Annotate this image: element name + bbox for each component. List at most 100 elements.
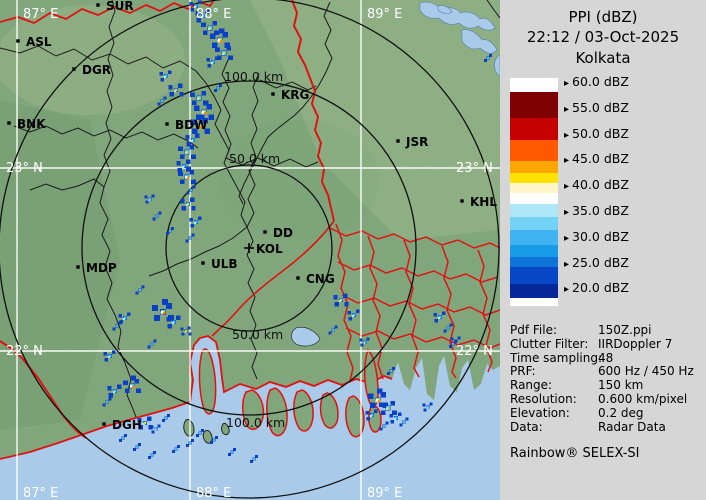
echo-cell xyxy=(214,56,219,61)
echo-cell xyxy=(157,424,161,428)
echo-cell xyxy=(376,399,378,401)
echo-cell xyxy=(389,413,393,418)
echo-cell xyxy=(154,429,156,431)
echo-cell xyxy=(162,418,166,422)
echo-cell xyxy=(115,324,119,328)
echo-cell xyxy=(194,4,198,8)
legend-label: ▸ 30.0 dBZ xyxy=(564,228,629,244)
echo-cell xyxy=(123,434,127,438)
echo-cell xyxy=(111,350,116,355)
echo-cell xyxy=(135,291,139,295)
info-label: Time sampling: xyxy=(510,350,603,365)
echo-cell xyxy=(368,393,374,400)
echo-cell xyxy=(117,384,122,389)
city-label: DGH xyxy=(112,418,142,432)
echo-cell xyxy=(201,22,206,28)
city-dot xyxy=(271,92,275,96)
echo-cell xyxy=(166,317,171,322)
echo-cell xyxy=(438,317,440,319)
echo-cell xyxy=(188,441,192,445)
echo-cell xyxy=(126,312,131,317)
echo-cell xyxy=(154,427,158,431)
echo-cell xyxy=(423,408,427,412)
echo-cell xyxy=(373,409,378,414)
echo-cell xyxy=(144,195,148,199)
echo-cell xyxy=(170,227,174,231)
longitude-label: 87° E xyxy=(23,7,58,22)
city-label: ULB xyxy=(211,257,238,271)
echo-cell xyxy=(230,450,234,454)
echo-cell xyxy=(369,402,376,409)
echo-cell xyxy=(224,42,230,49)
legend-label: ▸ 55.0 dBZ xyxy=(564,99,629,115)
echo-cell xyxy=(426,405,430,409)
echo-cell xyxy=(147,416,152,421)
longitude-label: 87° E xyxy=(23,486,58,500)
echo-cell xyxy=(339,298,343,302)
echo-cell xyxy=(363,342,365,344)
echo-cell xyxy=(212,438,216,442)
range-rings xyxy=(0,0,500,499)
echo-cell xyxy=(195,133,200,138)
product-title: PPI (dBZ) xyxy=(568,8,638,26)
echo-cell xyxy=(390,400,396,406)
echo-cell xyxy=(150,342,154,346)
echo-cell xyxy=(162,311,166,315)
echo-cell xyxy=(151,194,155,198)
echo-cell xyxy=(178,171,183,177)
echo-cell xyxy=(218,39,220,41)
echo-cell xyxy=(169,92,174,97)
echo-cell xyxy=(150,453,154,457)
echo-cell xyxy=(112,327,116,331)
echo-cell xyxy=(185,176,187,178)
echo-cell xyxy=(138,288,142,292)
echo-cell xyxy=(216,55,222,61)
echo-cell xyxy=(355,309,360,314)
echo-cell xyxy=(148,455,152,459)
info-label: Resolution: xyxy=(510,391,577,406)
echo-cell xyxy=(187,326,191,330)
echo-cell xyxy=(385,421,389,425)
echo-cell xyxy=(108,397,112,401)
echo-cell xyxy=(123,316,127,320)
metadata-list: Pdf File: 150Z.ppi Clutter Filter: IIRDoppl… xyxy=(510,323,704,434)
echo-cell xyxy=(211,60,215,64)
echo-cell xyxy=(186,202,190,206)
city-dot xyxy=(76,265,80,269)
echo-cell xyxy=(190,197,195,202)
echo-cell xyxy=(402,420,406,424)
echo-cell xyxy=(352,313,356,317)
echo-cell xyxy=(434,318,439,323)
radar-map: 87° E 87° E 88° E 88° E 89° E 89° E 23° N 23° N… xyxy=(0,0,500,500)
ring-distance-label: 50.0 km xyxy=(229,151,280,166)
echo-cell xyxy=(250,459,254,463)
echo-cell xyxy=(160,77,165,82)
city-label: BDW xyxy=(175,118,207,132)
echo-cell xyxy=(377,399,381,403)
echo-cell xyxy=(386,406,390,410)
echo-cell xyxy=(166,231,170,235)
legend-label: ▸ 45.0 dBZ xyxy=(564,151,629,167)
echo-cell xyxy=(366,416,371,421)
info-label: PRF: xyxy=(510,364,536,379)
legend-arrow-icon: ▸ xyxy=(564,103,570,115)
echo-cell xyxy=(103,351,107,356)
echo-cell xyxy=(392,410,397,416)
echo-cell xyxy=(333,295,338,300)
legend-label: ▸ 35.0 dBZ xyxy=(564,203,629,218)
station-name: Kolkata xyxy=(575,48,631,67)
legend-band xyxy=(510,140,558,161)
echo-cell xyxy=(180,199,185,204)
city-dot xyxy=(96,3,100,7)
echo-cell xyxy=(219,28,225,34)
info-value: Radar Data xyxy=(598,419,666,434)
echo-cell xyxy=(191,179,196,185)
echo-cell xyxy=(232,448,236,452)
echo-cell xyxy=(370,415,372,417)
legend-band xyxy=(510,267,558,284)
brand-label: Rainbow® SELEX-SI xyxy=(510,446,640,461)
echo-cell xyxy=(168,229,172,233)
echo-cell xyxy=(366,337,370,341)
echo-cell xyxy=(334,302,339,307)
echo-cell xyxy=(389,369,393,373)
